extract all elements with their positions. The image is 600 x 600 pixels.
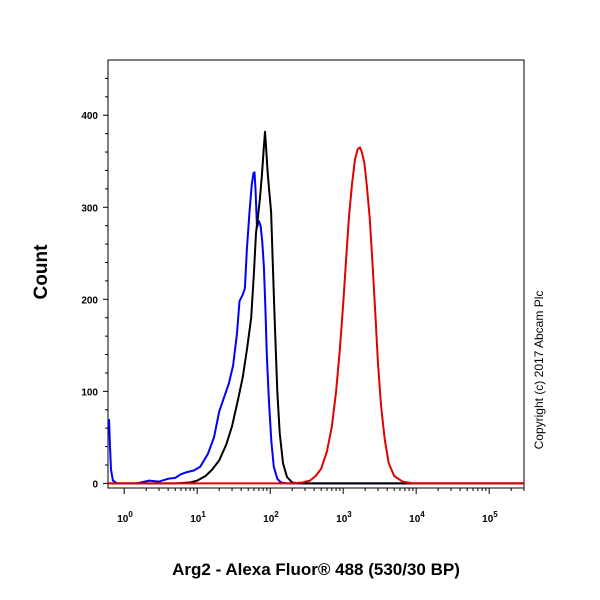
x-tick-label: 101 [190,510,206,525]
y-axis: 0 100 200 300 400 [81,77,108,490]
x-tick-label: 105 [482,510,498,525]
y-tick-label: 100 [81,387,98,398]
plot-frame [107,59,525,489]
y-tick-label: 0 [92,479,98,490]
x-tick-label: 104 [409,510,425,525]
copyright-annotation: Copyright (c) 2017 Abcam Plc [532,291,546,450]
y-tick-label: 400 [81,111,98,122]
x-tick-label: 102 [263,510,279,525]
y-tick-label: 200 [81,295,98,306]
x-axis: 100 101 102 103 104 105 [117,488,525,525]
x-tick-label: 100 [117,510,133,525]
series-layer [108,130,524,485]
x-axis-title: Arg2 - Alexa Fluor® 488 (530/30 BP) [172,560,460,579]
x-tick-label: 103 [336,510,352,525]
series-black-line [108,130,524,485]
y-axis-title: Count [31,244,52,300]
y-tick-label: 300 [81,203,98,214]
series-red-line [108,146,524,485]
series-blue-line [108,171,524,485]
